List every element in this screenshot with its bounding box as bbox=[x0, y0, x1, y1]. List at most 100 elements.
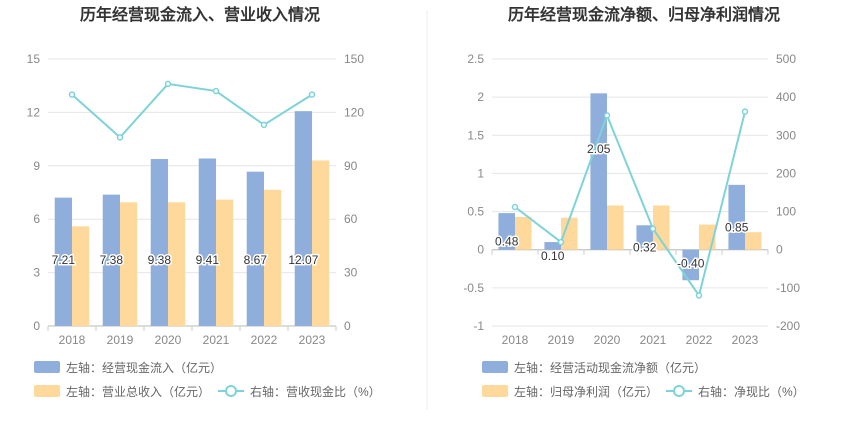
chart2-y-right-tick: -100 bbox=[776, 281, 800, 295]
chart2-legend-swatch-b bbox=[482, 385, 508, 397]
chart1-data-label: 9.38 bbox=[148, 253, 172, 267]
chart1-x-tick: 2020 bbox=[155, 333, 182, 347]
chart2-y-right-tick: 300 bbox=[776, 128, 796, 142]
chart1-bar-a bbox=[198, 158, 216, 326]
chart2-legend-line-marker bbox=[673, 385, 685, 397]
chart1-line-point bbox=[308, 91, 316, 98]
chart2-data-label: 0.85 bbox=[725, 220, 749, 234]
chart1-x-tick: 2018 bbox=[59, 333, 86, 347]
chart1-x-tick: 2021 bbox=[203, 333, 230, 347]
chart1-y-right-tick: 90 bbox=[344, 159, 358, 173]
chart1-bar-b bbox=[72, 226, 90, 326]
chart2-legend-label-c: 右轴：净现比（%） bbox=[698, 384, 805, 399]
chart2-data-label: -0.40 bbox=[677, 257, 705, 271]
chart2-y-left-tick: 1 bbox=[477, 166, 484, 180]
chart2-bar-b bbox=[607, 205, 624, 250]
chart1-legend-swatch-a bbox=[34, 361, 60, 373]
chart1-y-right-tick: 120 bbox=[344, 105, 364, 119]
chart2-bar-b bbox=[515, 216, 532, 250]
chart1-x-tick: 2023 bbox=[299, 333, 326, 347]
chart2-y-left-tick: -1 bbox=[473, 319, 484, 333]
chart1-y-left-tick: 3 bbox=[33, 266, 40, 280]
chart1-bar-b bbox=[120, 202, 138, 326]
chart2-y-left-tick: 0 bbox=[477, 243, 484, 257]
chart1-bar-b bbox=[168, 202, 186, 326]
chart1-y-left-tick: 6 bbox=[33, 212, 40, 226]
chart1-bar-a bbox=[294, 111, 312, 327]
chart2-line-point bbox=[603, 112, 611, 119]
chart2-data-label: 0.10 bbox=[541, 249, 565, 263]
chart1-line-point bbox=[164, 80, 172, 88]
chart1-data-label: 12.07 bbox=[288, 253, 318, 267]
chart2-y-left-tick: 2 bbox=[477, 90, 484, 104]
chart1-y-right-tick: 150 bbox=[344, 52, 364, 66]
chart2-x-tick: 2023 bbox=[732, 333, 759, 347]
chart2-line-point bbox=[557, 238, 565, 246]
chart2-line-point bbox=[695, 292, 703, 299]
chart2-line-point bbox=[649, 225, 657, 232]
chart1-line-point bbox=[260, 121, 268, 129]
chart2-y-right-tick: 400 bbox=[776, 90, 796, 104]
chart1-data-label: 7.21 bbox=[52, 253, 76, 267]
chart2-bar-a bbox=[682, 249, 699, 281]
chart1-data-label: 7.38 bbox=[100, 253, 124, 267]
chart2-bar-b bbox=[653, 205, 670, 250]
chart2-bar-a bbox=[544, 242, 561, 250]
chart2-y-right-tick: 100 bbox=[776, 205, 796, 219]
chart1-legend-line-marker bbox=[225, 385, 237, 397]
chart2-line-series bbox=[514, 111, 746, 298]
chart2-data-label: 2.05 bbox=[587, 142, 611, 156]
chart2-y-left-tick: 0.5 bbox=[467, 205, 484, 219]
chart2-y-right-tick: 500 bbox=[776, 52, 796, 66]
chart1-legend-label-a: 左轴：经营现金流入（亿元） bbox=[66, 360, 222, 375]
chart1-bar-a bbox=[54, 197, 72, 326]
chart2-bar-a bbox=[590, 93, 607, 250]
chart2-x-tick: 2019 bbox=[548, 333, 575, 347]
chart2-data-label: 0.32 bbox=[633, 241, 657, 255]
chart2-x-tick: 2021 bbox=[640, 333, 667, 347]
chart1-y-left-tick: 0 bbox=[33, 319, 40, 333]
chart1-legend-swatch-b bbox=[34, 385, 60, 397]
chart2-bar-a bbox=[498, 213, 515, 250]
chart1-y-right-tick: 0 bbox=[344, 319, 351, 333]
chart2-y-left-tick: 2.5 bbox=[467, 52, 484, 66]
chart2-y-left-tick: -0.5 bbox=[463, 281, 484, 295]
chart2-y-right-tick: -200 bbox=[776, 319, 800, 333]
chart2-bar-b bbox=[745, 232, 762, 250]
chart2-y-right-tick: 0 bbox=[776, 243, 783, 257]
chart2-x-tick: 2022 bbox=[686, 333, 713, 347]
chart2-bar-a bbox=[728, 184, 745, 250]
chart2-y-left-tick: 1.5 bbox=[467, 128, 484, 142]
chart2-x-tick: 2018 bbox=[502, 333, 529, 347]
chart2-data-label: 0.48 bbox=[495, 234, 519, 248]
chart1-title: 历年经营现金流入、营业收入情况 bbox=[80, 5, 320, 24]
chart2-bar-a bbox=[636, 225, 653, 250]
chart1-legend-label-c: 右轴：营收现金比（%） bbox=[250, 384, 381, 399]
chart1-data-label: 9.41 bbox=[196, 253, 220, 267]
chart2-title: 历年经营现金流净额、归母净利润情况 bbox=[508, 5, 780, 24]
chart2-x-tick: 2020 bbox=[594, 333, 621, 347]
chart1-bar-b bbox=[216, 199, 234, 326]
chart1-y-left-tick: 15 bbox=[27, 52, 41, 66]
chart1-y-left-tick: 12 bbox=[27, 105, 41, 119]
chart1-bar-b bbox=[312, 160, 330, 326]
chart2-legend-swatch-a bbox=[482, 361, 508, 373]
chart1-line-series bbox=[71, 82, 313, 139]
chart1-legend-label-b: 左轴：营业总收入（亿元） bbox=[66, 384, 210, 399]
chart2-line-point bbox=[741, 108, 749, 115]
chart1-bar-b bbox=[264, 189, 282, 326]
chart2-bar-b bbox=[561, 217, 578, 250]
chart2-legend-label-b: 左轴：归母净利润（亿元） bbox=[514, 384, 658, 399]
chart1-line-point bbox=[68, 91, 76, 98]
chart1-data-label: 8.67 bbox=[244, 253, 268, 267]
chart2-line-point bbox=[511, 203, 519, 211]
chart2-y-right-tick: 200 bbox=[776, 166, 796, 180]
chart1-line-point bbox=[116, 134, 124, 141]
chart1-x-tick: 2019 bbox=[107, 333, 134, 347]
chart2-legend-label-a: 左轴：经营活动现金流净额（亿元） bbox=[514, 360, 706, 375]
chart1-y-left-tick: 9 bbox=[33, 159, 40, 173]
chart1-x-tick: 2022 bbox=[251, 333, 278, 347]
chart1-y-right-tick: 60 bbox=[344, 212, 358, 226]
